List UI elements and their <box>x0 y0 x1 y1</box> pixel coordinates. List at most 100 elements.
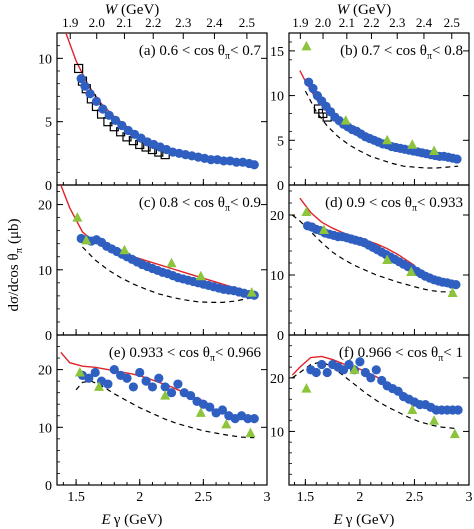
x-tick-label: 1.5 <box>67 490 85 505</box>
data-point-circle <box>141 376 151 386</box>
data-point-triangle <box>195 407 206 417</box>
y-tick-label: 5 <box>45 116 52 131</box>
data-point-triangle <box>72 212 83 222</box>
top-tick-label: 2.2 <box>145 15 161 30</box>
data-point-triangle <box>166 257 177 268</box>
model-curve-dashed <box>75 380 255 439</box>
panel-label-main: (c) 0.8 < cos θ <box>139 195 225 211</box>
y-tick-label: 10 <box>38 52 52 67</box>
panel-frame <box>56 334 268 486</box>
top-tick-label: 2.1 <box>116 15 132 30</box>
y-tick-label: 15 <box>270 45 284 60</box>
data-point-circle <box>98 104 108 114</box>
data-point-circle <box>103 379 113 389</box>
y-tick-label: 10 <box>270 269 284 284</box>
data-point-circle <box>308 83 318 94</box>
panels: 0 5 10 1.9 2.0 2.1 2.2 2.3 2.4 2.5 (a) 0.6 < cos θ… <box>38 15 473 505</box>
top-axis-label-main-r: W <box>337 2 351 18</box>
x-tick-label: 2 <box>136 490 143 505</box>
data-point-circle <box>90 367 100 378</box>
y-tick-label: 10 <box>38 264 52 279</box>
panel-label-end: < 0.7 <box>230 43 261 59</box>
plot-area <box>65 33 259 170</box>
y-tick-label: 20 <box>38 364 52 379</box>
data-point-triangle <box>301 383 312 393</box>
top-axis-label-unit: (GeV) <box>117 2 159 18</box>
data-point-circle <box>122 373 132 383</box>
panel-label-sub: π <box>427 51 432 62</box>
y-tick-label: 0 <box>45 179 52 194</box>
data-point-circle <box>117 120 127 131</box>
top-tick-label: 1.9 <box>62 15 78 30</box>
y-tick-label: 10 <box>270 425 284 440</box>
x-axis-label-unit-r: (GeV) <box>352 512 394 528</box>
data-point-circle <box>219 156 229 166</box>
data-point-circle <box>451 280 461 290</box>
data-point-circle <box>206 155 216 165</box>
top-tick-label: 2.3 <box>175 15 191 30</box>
top-tick-label: 2.4 <box>206 15 223 30</box>
data-point-circle <box>231 157 242 167</box>
data-point-triangle <box>382 134 393 145</box>
data-point-triangle <box>429 415 440 425</box>
data-point-circle <box>249 414 259 424</box>
x-axis-label-unit: (GeV) <box>120 512 162 528</box>
panel-label: (c) 0.8 < cos θπ< 0.9 <box>139 195 261 214</box>
plot-area <box>291 197 461 297</box>
panel-a: 0 5 10 1.9 2.0 2.1 2.2 2.3 2.4 2.5 (a) 0.6 < cos θ… <box>38 15 268 194</box>
data-point-circle <box>366 373 376 383</box>
data-point-triangle <box>246 287 257 297</box>
panel-label-end: < 0.966 <box>215 345 261 361</box>
data-point-circle <box>76 74 86 84</box>
x-tick-label: 3 <box>264 490 271 505</box>
data-point-circle <box>452 154 462 164</box>
data-point-circle <box>311 367 321 378</box>
data-point-circle <box>135 367 145 378</box>
x-axis-label-sub: γ <box>113 512 121 528</box>
top-tick-label: 1.9 <box>292 15 308 30</box>
data-point-circle <box>154 373 164 383</box>
panel-label: (f) 0.966 < cos θπ< 1 <box>339 345 463 364</box>
panel-label-sub: π <box>225 203 230 214</box>
top-tick-label: 2.2 <box>363 15 379 30</box>
y-tick-label: 20 <box>270 372 284 387</box>
panel-label-main: (a) 0.6 < cos θ <box>139 43 225 59</box>
y-tick-label: 0 <box>45 479 52 494</box>
data-point-circle <box>322 367 332 378</box>
data-point-triangle <box>160 390 171 400</box>
data-point-triangle <box>449 428 460 439</box>
x-tick-label: 1.5 <box>297 490 315 505</box>
y-tick-label: 0 <box>45 329 52 344</box>
panel-label-end: < 0.9 <box>230 195 261 211</box>
data-point-circle <box>84 373 94 383</box>
top-tick-label: 2.1 <box>339 15 355 30</box>
data-point-circle <box>147 382 158 392</box>
panel-label-sub: π <box>438 353 443 364</box>
data-point-triangle <box>407 404 418 414</box>
y-tick-label: 20 <box>270 209 284 224</box>
data-point-circle <box>249 160 259 170</box>
top-tick-label: 2.5 <box>444 15 460 30</box>
x-axis-label-sub-r: γ <box>345 512 353 528</box>
data-point-circle <box>217 405 228 415</box>
data-point-triangle <box>245 427 256 438</box>
data-point-circle <box>160 382 170 392</box>
x-tick-label: 2.5 <box>406 490 424 505</box>
x-tick-label: 3 <box>466 490 473 505</box>
data-point-triangle <box>406 266 417 276</box>
data-point-triangle <box>221 418 232 429</box>
data-point-triangle <box>407 139 418 149</box>
y-tick-label: 10 <box>38 421 52 436</box>
data-point-circle <box>166 388 177 398</box>
y-axis-label-sub: π <box>13 247 25 253</box>
panel-label-main: (b) 0.7 < cos θ <box>340 43 427 59</box>
panel-label-sub: π <box>412 203 417 214</box>
data-point-triangle <box>74 367 85 377</box>
top-axis-label-left: W (GeV) <box>105 2 160 18</box>
y-tick-label: 0 <box>277 179 284 194</box>
plot-area <box>60 185 259 303</box>
data-point-triangle <box>382 254 393 264</box>
